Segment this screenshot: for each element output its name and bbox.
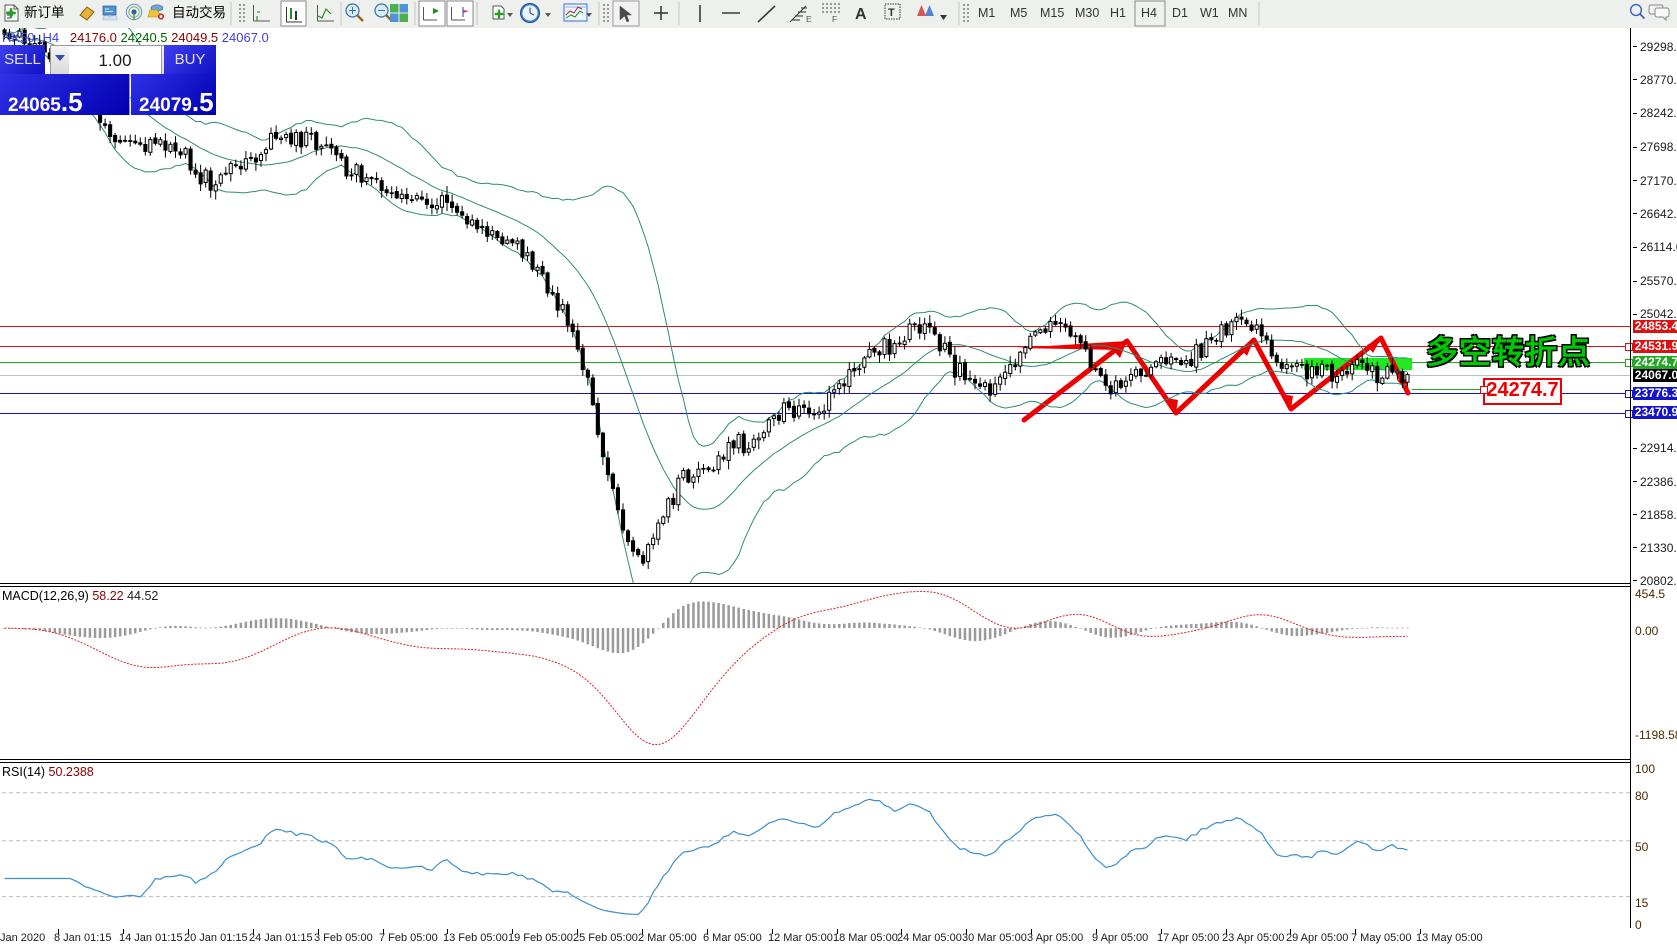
svg-text:W1: W1 [1200, 6, 1219, 20]
svg-text:自动交易: 自动交易 [172, 4, 226, 20]
svg-text:E: E [806, 14, 812, 24]
svg-text:M30: M30 [1075, 6, 1099, 20]
svg-text:M5: M5 [1010, 6, 1027, 20]
svg-text:D1: D1 [1172, 6, 1188, 20]
svg-text:H4: H4 [1141, 6, 1157, 20]
svg-text:H1: H1 [1110, 6, 1126, 20]
svg-text:A: A [855, 6, 867, 23]
svg-text:M1: M1 [978, 6, 995, 20]
svg-text:F: F [832, 14, 837, 24]
svg-text:新订单: 新订单 [24, 5, 65, 20]
svg-text:M15: M15 [1040, 6, 1064, 20]
svg-text:MN: MN [1228, 6, 1247, 20]
svg-text:T: T [888, 7, 895, 19]
